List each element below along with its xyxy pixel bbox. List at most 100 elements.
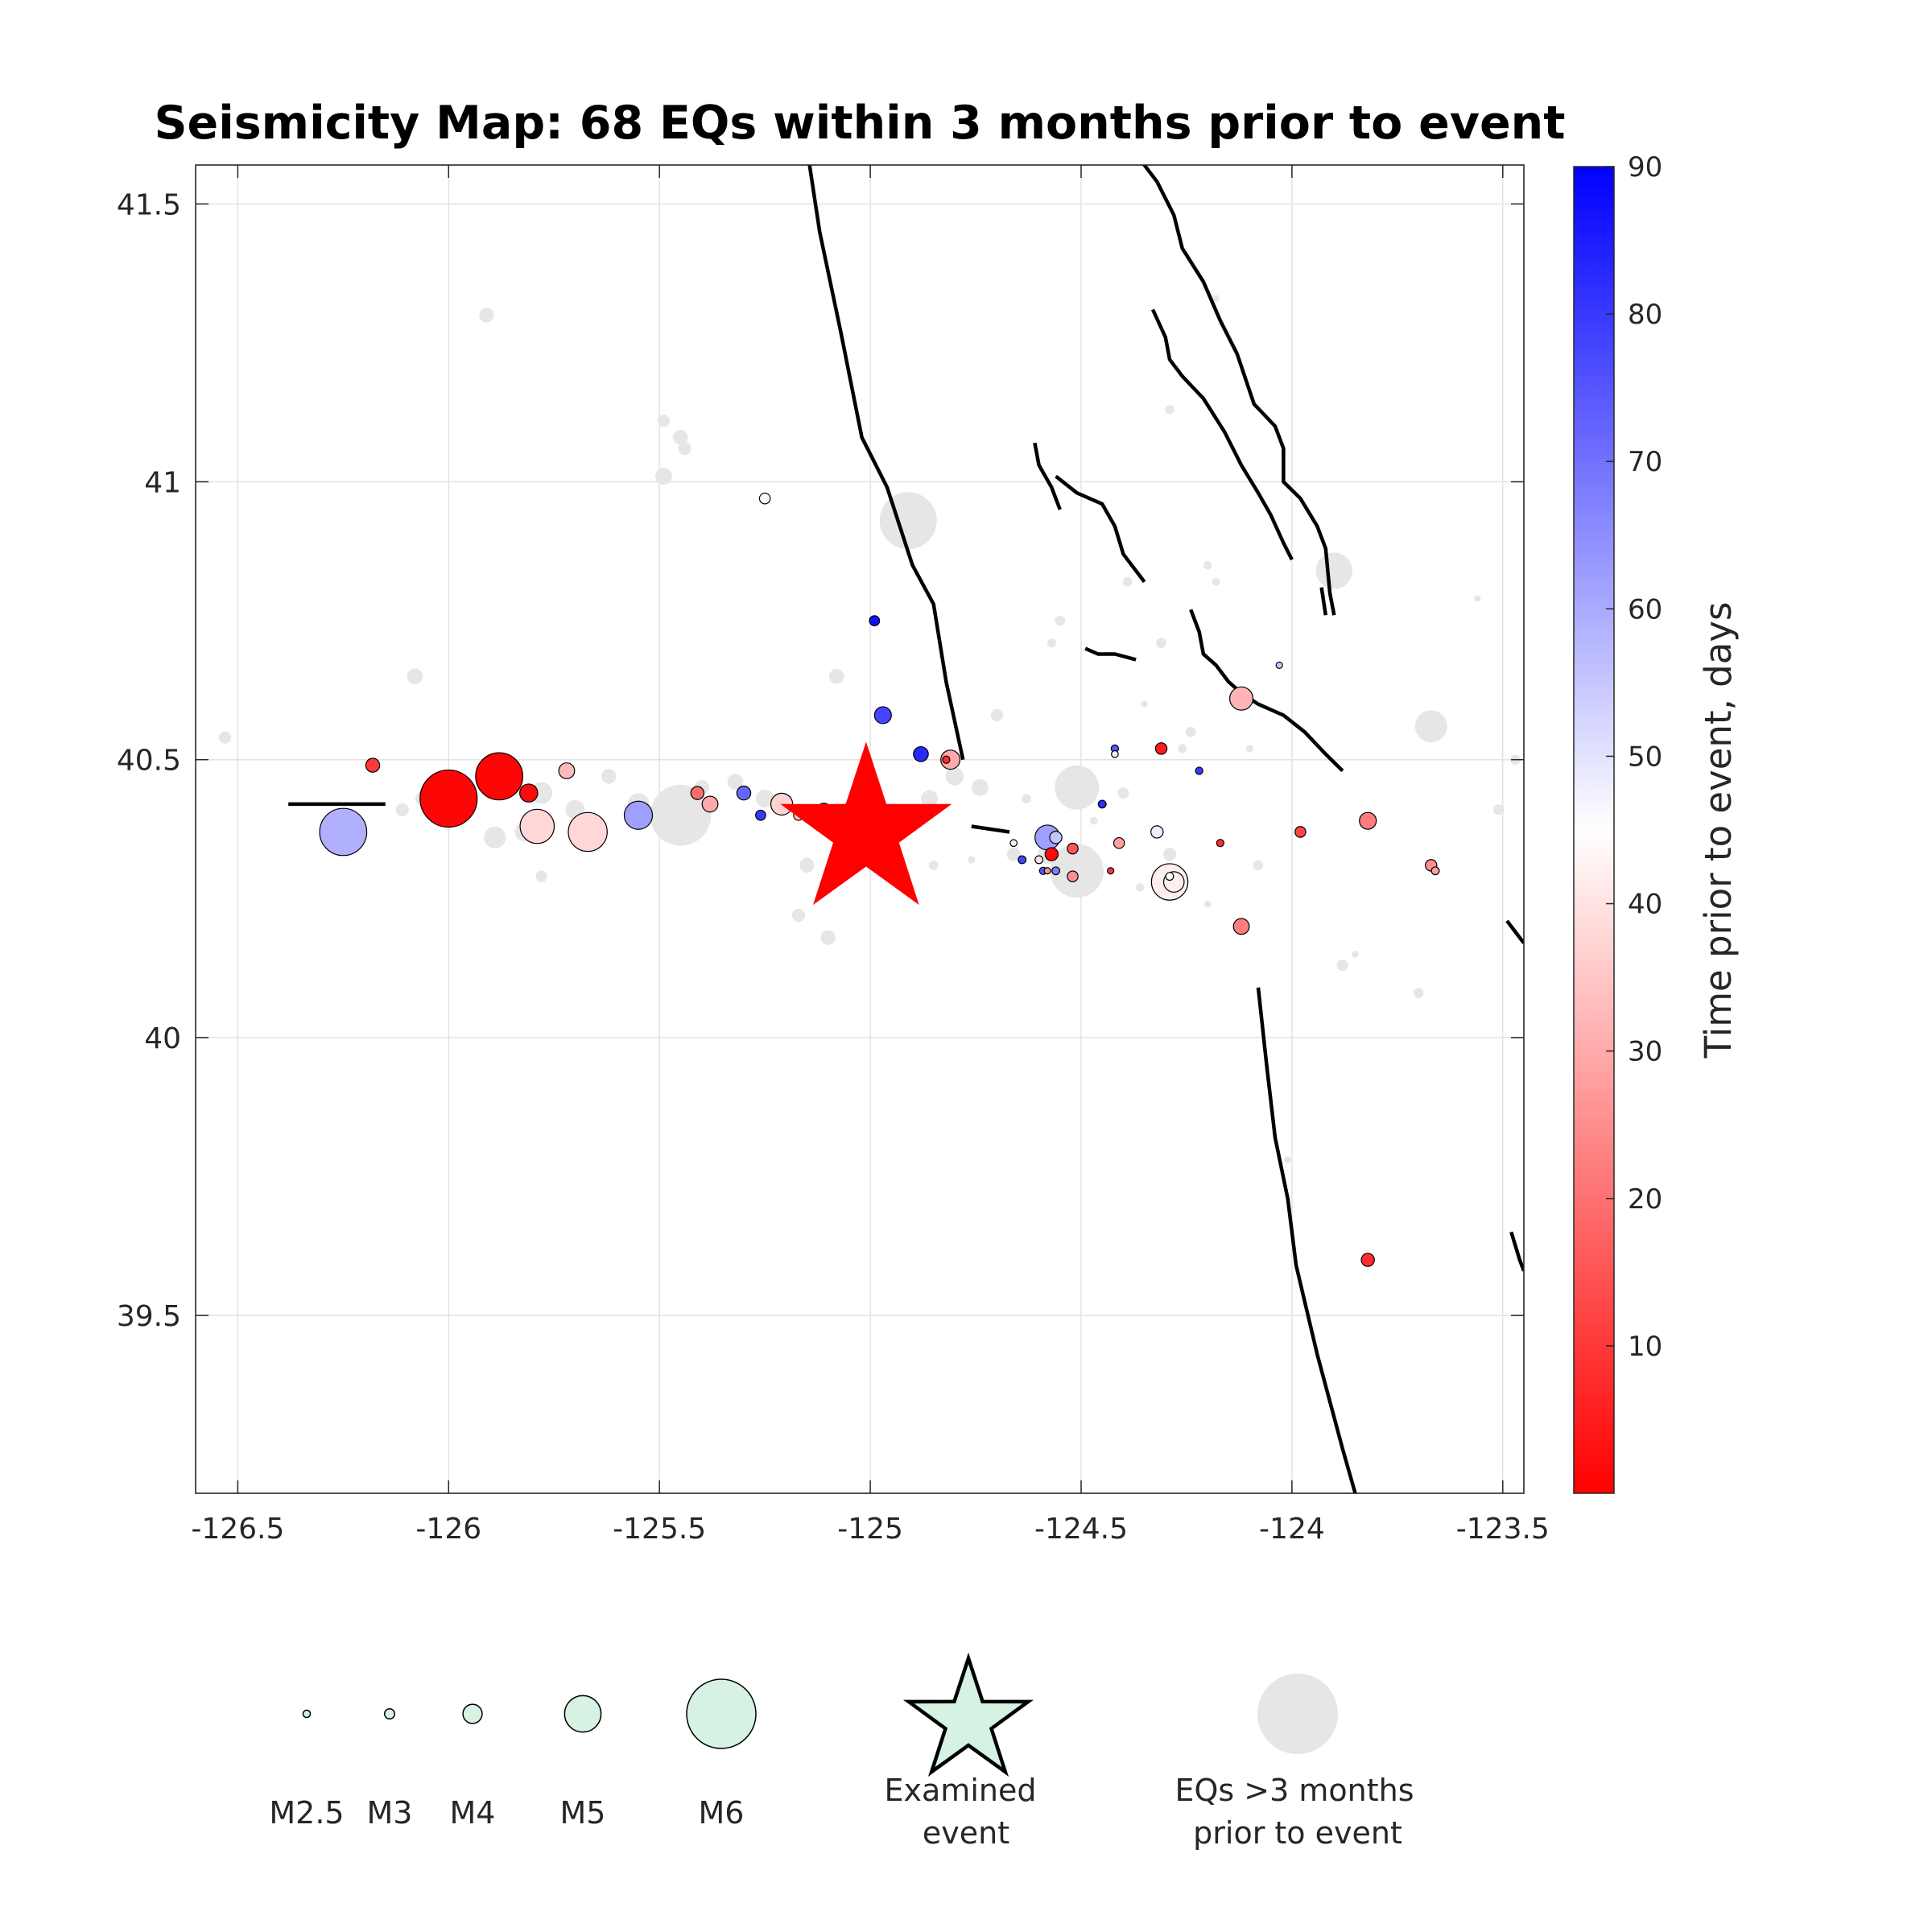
- event-marker: [1018, 855, 1027, 865]
- fault-line: [1141, 165, 1336, 616]
- background-event-marker: [1352, 951, 1359, 958]
- x-axis-ticks: -126.5 -126 -125.5 -125 -124.5 -124 -123.5: [191, 165, 1550, 1546]
- axes-box: [195, 164, 1525, 1494]
- event-marker: [558, 762, 576, 779]
- background-event-marker: [1050, 844, 1104, 898]
- event-marker: [1154, 742, 1168, 755]
- examined-event-star: [780, 741, 952, 906]
- y-tick-label: 39.5: [117, 1300, 181, 1333]
- background-event-marker: [1156, 638, 1166, 648]
- x-tick-label: -126: [415, 1513, 481, 1546]
- colorbar-tick-label: 70: [1628, 446, 1662, 478]
- event-marker: [419, 769, 478, 828]
- background-event-marker: [1185, 726, 1196, 737]
- event-marker: [940, 749, 961, 770]
- legend-bg-label-1: EQs >3 months: [1174, 1773, 1414, 1808]
- legend-bg-label-2: prior to event: [1193, 1815, 1402, 1851]
- background-event-marker: [1474, 595, 1481, 602]
- x-tick-label: -124: [1259, 1513, 1325, 1546]
- event-marker: [755, 809, 766, 821]
- event-marker: [1359, 811, 1377, 830]
- legend-size-circle: [564, 1695, 602, 1733]
- event-marker: [869, 615, 881, 626]
- background-event-marker: [920, 790, 938, 807]
- background-event-marker: [1336, 960, 1348, 972]
- colorbar-tick-label: 40: [1628, 889, 1662, 921]
- colorbar-tick-label: 60: [1628, 593, 1662, 625]
- background-event-marker: [1203, 560, 1212, 570]
- legend-size-label: M6: [699, 1795, 745, 1831]
- event-marker: [1430, 866, 1440, 876]
- event-marker: [690, 786, 705, 800]
- colorbar-tick-label: 30: [1628, 1036, 1662, 1068]
- event-marker: [1165, 872, 1174, 881]
- colorbar-tick-label: 20: [1628, 1183, 1662, 1216]
- fault-line: [1505, 919, 1524, 944]
- event-marker: [1051, 866, 1061, 876]
- y-tick-label: 40.5: [117, 745, 181, 778]
- background-event-marker: [407, 668, 423, 684]
- event-marker: [1107, 867, 1115, 875]
- event-marker: [1229, 686, 1254, 711]
- event-marker: [1294, 826, 1307, 838]
- background-event-marker: [479, 308, 494, 323]
- event-marker: [873, 706, 892, 724]
- background-event-marker: [945, 767, 964, 786]
- x-tick-label: -125.5: [613, 1513, 706, 1546]
- event-marker: [1195, 766, 1203, 775]
- event-marker: [1150, 825, 1164, 839]
- background-event-marker: [654, 468, 672, 485]
- legend-size-label: M2.5: [269, 1795, 344, 1831]
- event-marker: [1097, 799, 1107, 809]
- fault-line: [1150, 308, 1294, 561]
- event-marker: [319, 807, 368, 857]
- background-event-marker: [828, 668, 844, 684]
- legend-size-label: M4: [450, 1795, 496, 1831]
- event-marker: [701, 795, 719, 813]
- x-tick-label: -123.5: [1456, 1513, 1550, 1546]
- legend-size-circle: [302, 1709, 312, 1719]
- event-marker: [1043, 867, 1051, 875]
- legend-star-label-1: Examined: [885, 1773, 1037, 1808]
- event-marker: [623, 800, 654, 830]
- legend-star-icon: [902, 1652, 1034, 1777]
- recent-events: [319, 492, 1440, 1267]
- background-event-marker: [990, 708, 1003, 722]
- x-tick-label: -126.5: [191, 1513, 284, 1546]
- event-marker: [1360, 1253, 1375, 1267]
- legend-size-circle: [462, 1703, 483, 1724]
- event-marker: [942, 755, 951, 764]
- background-event-marker: [1178, 744, 1187, 753]
- background-event-marker: [1141, 700, 1148, 708]
- fault-line: [1509, 1231, 1524, 1272]
- legend-background-swatch: [1257, 1674, 1338, 1754]
- event-marker: [1009, 839, 1018, 848]
- background-event-marker: [928, 860, 939, 870]
- background-event-marker: [1414, 710, 1447, 743]
- colorbar-tick-label: 50: [1628, 741, 1662, 773]
- background-event-marker: [1089, 816, 1098, 825]
- background-event-marker: [1212, 295, 1220, 302]
- background-event-marker: [799, 857, 815, 873]
- background-event-marker: [755, 789, 774, 808]
- background-event-marker: [1284, 1156, 1291, 1164]
- colorbar-tick-label: 80: [1628, 299, 1662, 331]
- background-event-marker: [791, 908, 806, 923]
- background-event-marker: [879, 492, 937, 550]
- event-marker: [519, 808, 555, 844]
- magnitude-size-legend: M2.5 M3 M4 M5 M6: [269, 1678, 757, 1831]
- background-event-marker: [395, 803, 409, 816]
- event-marker: [1067, 870, 1079, 882]
- x-tick-label: -125: [837, 1513, 903, 1546]
- background-event-marker: [657, 414, 671, 427]
- background-event-marker: [820, 930, 836, 945]
- background-event-marker: [673, 430, 688, 445]
- background-event-marker: [1046, 638, 1056, 648]
- fault-line: [971, 824, 1010, 834]
- event-marker: [1232, 918, 1250, 935]
- y-tick-label: 41: [144, 467, 181, 500]
- background-event-marker: [535, 870, 547, 882]
- background-event-marker: [1203, 900, 1212, 908]
- background-event-marker: [1315, 552, 1352, 589]
- fault-line: [1084, 646, 1137, 662]
